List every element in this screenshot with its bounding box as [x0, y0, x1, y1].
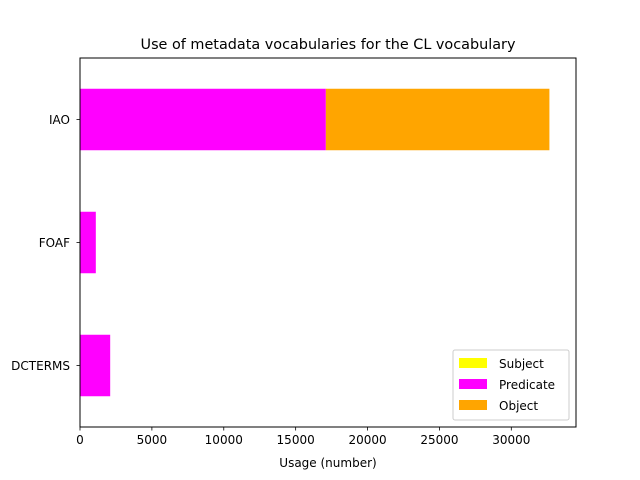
legend: Subject Predicate Object	[452, 349, 570, 421]
x-tick-label: 5000	[137, 433, 168, 447]
x-tick-label: 10000	[205, 433, 243, 447]
x-axis: 0 5000 10000 15000 20000 25000 30000	[76, 427, 530, 447]
chart-title: Use of metadata vocabularies for the CL …	[141, 37, 516, 53]
x-tick-label: 0	[76, 433, 84, 447]
x-tick-label: 15000	[277, 433, 315, 447]
legend-label-predicate: Predicate	[499, 378, 555, 392]
y-axis: DCTERMS FOAF IAO	[11, 113, 80, 373]
y-tick-label: FOAF	[39, 236, 70, 250]
x-tick-label: 25000	[420, 433, 458, 447]
y-tick-label: DCTERMS	[11, 359, 70, 373]
bar-dcterms-predicate	[80, 334, 111, 397]
bar-iao-predicate	[80, 88, 326, 151]
legend-swatch-predicate	[459, 379, 487, 389]
legend-label-subject: Subject	[499, 357, 544, 371]
legend-swatch-object	[459, 400, 487, 410]
legend-swatch-subject	[459, 358, 487, 368]
bar-foaf-predicate	[80, 211, 96, 274]
x-axis-label: Usage (number)	[279, 456, 376, 470]
y-tick-label: IAO	[49, 113, 70, 127]
x-tick-label: 20000	[348, 433, 386, 447]
x-tick-label: 30000	[492, 433, 530, 447]
bar-iao-object	[325, 88, 550, 151]
bars-group	[80, 88, 550, 397]
legend-label-object: Object	[499, 399, 538, 413]
